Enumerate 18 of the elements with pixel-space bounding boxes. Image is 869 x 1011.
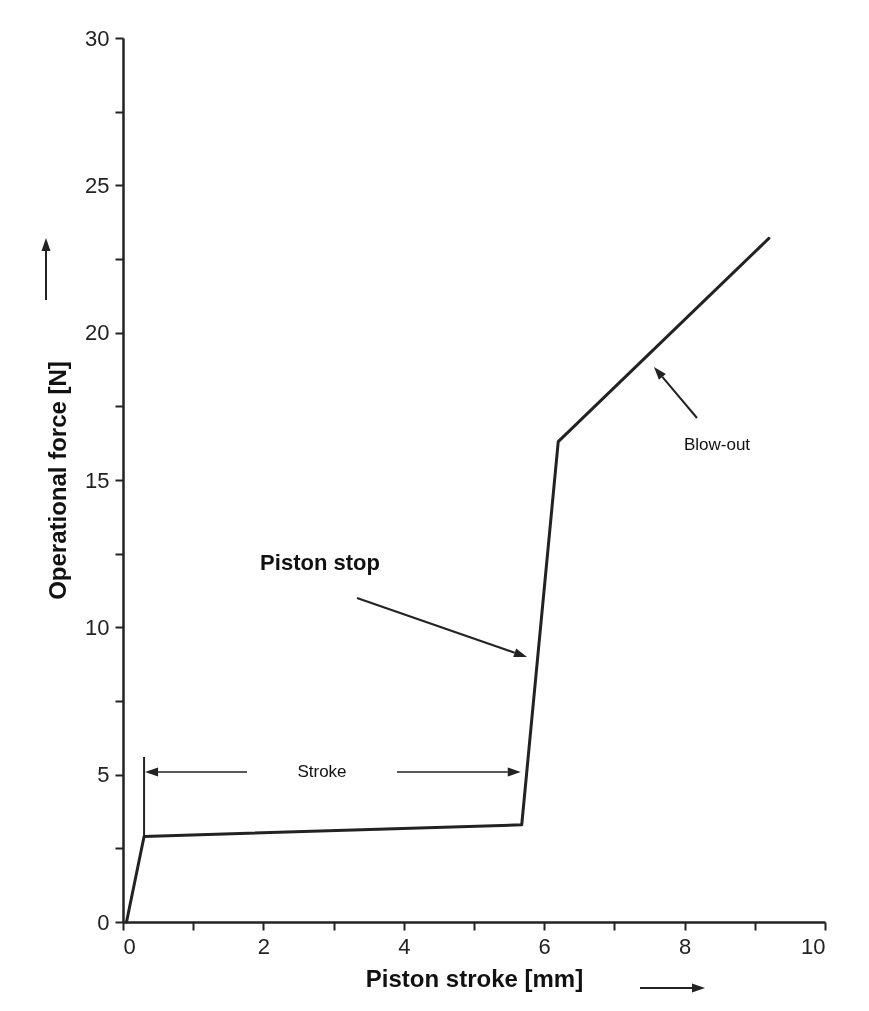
- y-axis-title: Operational force [N]: [44, 361, 72, 600]
- y-tick-label: 20: [85, 320, 110, 346]
- x-tick-label: 6: [538, 933, 551, 959]
- y-tick-label: 10: [85, 614, 110, 640]
- x-tick-label: 4: [398, 933, 411, 959]
- annotation: Piston stop: [260, 550, 380, 575]
- y-tick-label: 15: [85, 467, 110, 493]
- y-tick-label: 0: [97, 909, 110, 935]
- x-tick-label: 0: [123, 933, 136, 959]
- annotation: Blow-out: [683, 435, 751, 454]
- x-tick-label: 8: [678, 933, 692, 959]
- x-axis-title: Piston stroke [mm]: [365, 964, 584, 992]
- x-tick-label: 2: [257, 933, 271, 959]
- y-tick-label: 5: [97, 762, 110, 788]
- y-tick-label: 25: [85, 172, 110, 198]
- x-tick-label: 10: [801, 933, 826, 959]
- y-tick-label: 30: [85, 25, 110, 51]
- annotation: Stroke: [297, 762, 347, 781]
